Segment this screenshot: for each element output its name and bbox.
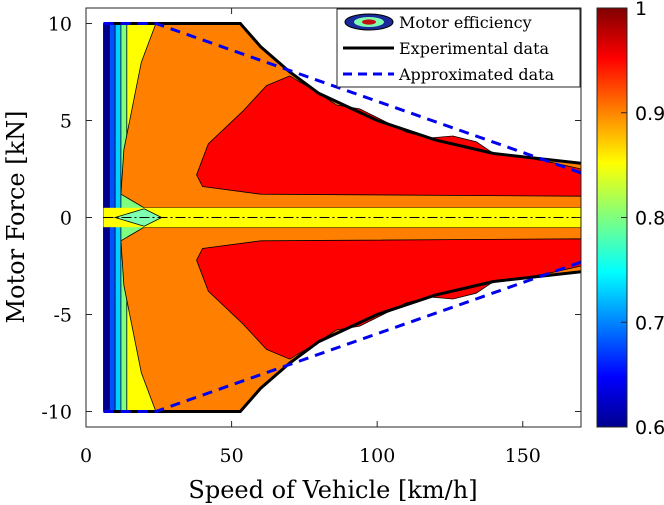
- colorbar-tick-label: 1: [635, 0, 647, 20]
- x-axis-ticks: 0 50 100 150: [80, 8, 541, 467]
- y-tick-label: -5: [53, 304, 72, 326]
- x-tick-label: 0: [80, 445, 92, 467]
- experimental-data-line-upper: [103, 22, 581, 165]
- experimental-data-line-lower: [103, 270, 581, 413]
- legend-swatch-contour-inner: [362, 19, 376, 25]
- colorbar-tick-label: 0.9: [635, 103, 664, 125]
- legend-label-approximated-data: Approximated data: [398, 65, 555, 84]
- legend-label-experimental-data: Experimental data: [399, 39, 550, 58]
- y-axis-ticks: 10 5 0 -5 -10: [41, 14, 581, 423]
- legend: Motor efficiency Experimental data Appro…: [336, 8, 581, 88]
- y-tick-label: 10: [48, 14, 72, 36]
- colorbar-tick-label: 0.7: [635, 312, 664, 334]
- y-axis-title: Motor Force [kN]: [2, 110, 30, 323]
- colorbar: 1 0.9 0.8 0.7 0.6: [596, 0, 664, 439]
- y-tick-label: -10: [41, 401, 72, 423]
- legend-item-experimental-data: Experimental data: [343, 39, 550, 58]
- x-tick-label: 50: [219, 445, 243, 467]
- x-tick-label: 150: [505, 445, 541, 467]
- y-tick-label: 5: [60, 111, 72, 133]
- y-tick-label: 0: [60, 208, 72, 230]
- legend-item-motor-efficiency: Motor efficiency: [344, 13, 532, 32]
- x-tick-label: 100: [359, 445, 395, 467]
- approximated-data-line-lower: [103, 260, 581, 413]
- legend-item-approximated-data: Approximated data: [343, 65, 555, 84]
- x-axis-title: Speed of Vehicle [km/h]: [188, 476, 477, 504]
- colorbar-tick-label: 0.8: [635, 208, 664, 230]
- series-layer: [103, 22, 581, 413]
- colorbar-ticks: 1 0.9 0.8 0.7 0.6: [621, 0, 664, 439]
- legend-label-motor-efficiency: Motor efficiency: [399, 13, 532, 32]
- approximated-data-line-upper: [103, 22, 581, 175]
- efficiency-contours: [103, 23, 581, 412]
- colorbar-tick-label: 0.6: [635, 417, 664, 439]
